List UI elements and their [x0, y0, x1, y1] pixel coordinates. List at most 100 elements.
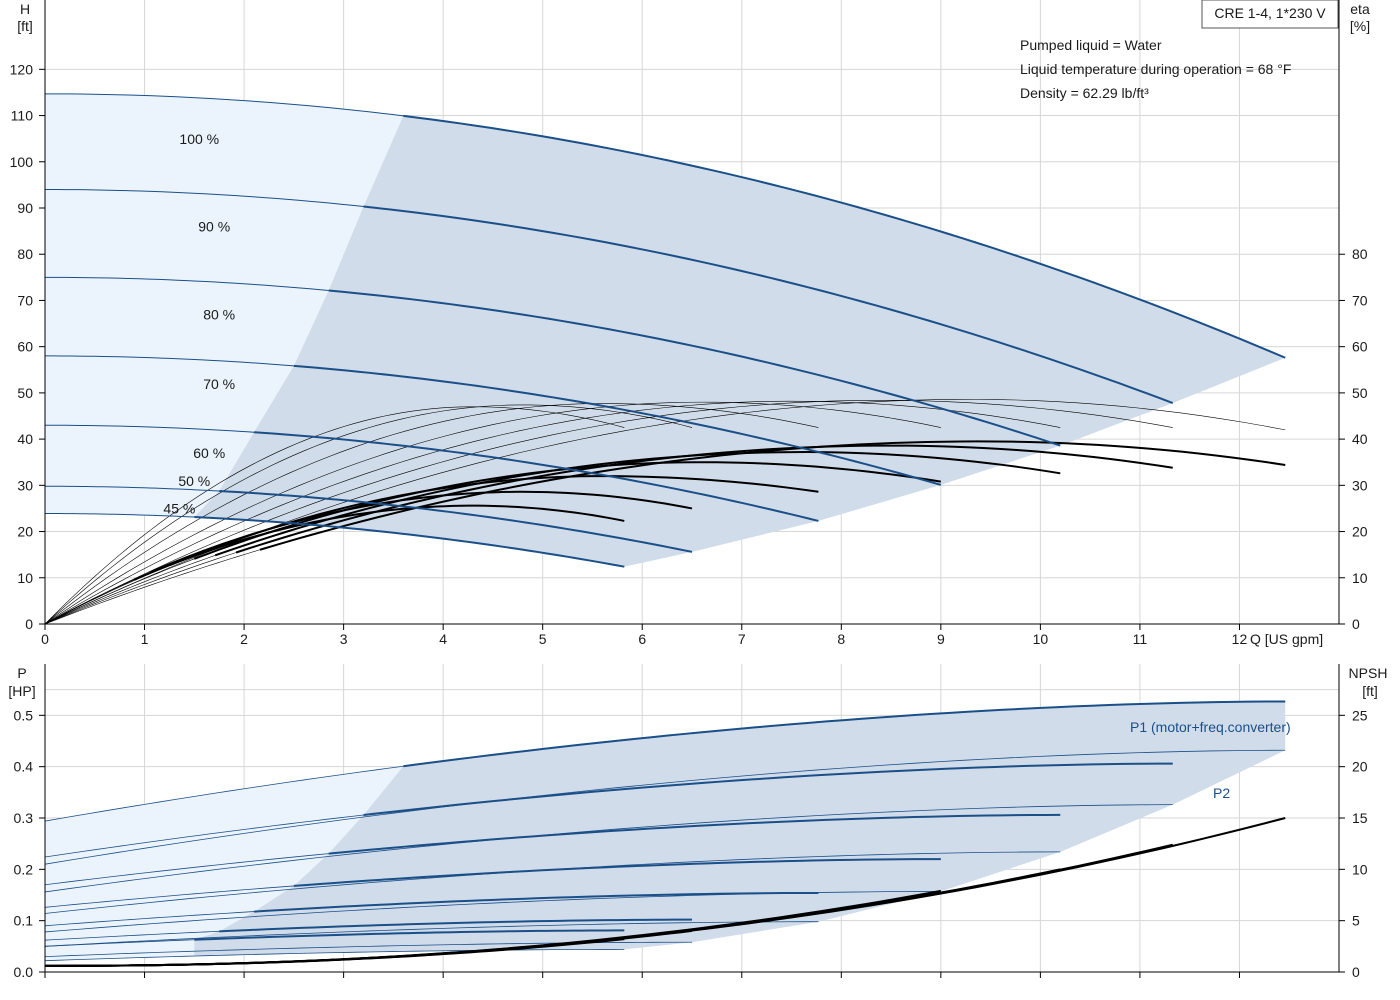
efficiency-curve: [259, 440, 1286, 551]
top-left-axis-unit: [ft]: [17, 18, 33, 34]
qh-curve: [363, 205, 1174, 404]
qh-curve: [219, 490, 693, 553]
efficiency-curve-thin: [44, 400, 1173, 625]
bottom-left-tick-label: 0.5: [14, 707, 34, 723]
top-right-tick-label: 10: [1352, 570, 1368, 586]
p1-curve-low-flow: [44, 911, 255, 927]
qh-curve: [403, 114, 1286, 359]
bottom-left-tick-label: 0.3: [14, 810, 34, 826]
top-right-tick-label: 80: [1352, 246, 1368, 262]
pump-label-box: [1201, 0, 1339, 29]
p1-curve: [253, 891, 819, 913]
top-axes: 0102030405060708090100110120010203040506…: [10, 0, 1368, 647]
bottom-light-area: [45, 766, 404, 961]
p1-curve: [328, 813, 1061, 855]
p1-curve-low-flow: [44, 885, 294, 908]
efficiency-curve-low: [44, 552, 237, 625]
bottom-operating-area: [45, 701, 1286, 961]
speed-label: 50 %: [178, 473, 210, 489]
bottom-left-tick-label: 0.2: [14, 861, 34, 877]
qh-curve: [328, 289, 1061, 447]
bottom-right-axis-unit: [ft]: [1362, 683, 1378, 699]
efficiency-curve-low: [44, 558, 195, 625]
bottom-right-tick-label: 5: [1352, 913, 1360, 929]
p2-curve: [44, 921, 819, 947]
top-left-axis-label: H: [20, 1, 30, 17]
condition-liquid: Pumped liquid = Water: [1020, 37, 1162, 53]
p1-curve: [403, 700, 1286, 768]
qh-curve: [293, 364, 942, 486]
x-tick-label: 1: [141, 631, 149, 647]
top-operating-area: [45, 93, 1286, 567]
top-left-tick-label: 100: [10, 154, 34, 170]
bottom-left-axis-label: P: [17, 665, 26, 681]
top-left-tick-label: 90: [17, 200, 33, 216]
x-tick-label: 0: [41, 631, 49, 647]
efficiency-curve-low: [44, 549, 261, 625]
p2-curve: [44, 749, 1286, 865]
bottom-right-tick-label: 0: [1352, 964, 1360, 980]
top-left-tick-label: 40: [17, 431, 33, 447]
efficiency-curve: [149, 490, 693, 574]
speed-label: 100 %: [179, 131, 219, 147]
p1-curve-low-flow: [44, 814, 364, 858]
top-left-tick-label: 10: [17, 570, 33, 586]
bottom-left-tick-label: 0.0: [14, 964, 34, 980]
x-axis-label: Q [US gpm]: [1250, 631, 1323, 647]
qh-curve-low-flow: [44, 355, 294, 367]
top-right-axis-label: eta: [1350, 1, 1370, 17]
efficiency-curve: [134, 504, 625, 581]
qh-curve-low-flow: [44, 276, 329, 291]
efficiency-curve: [214, 451, 1061, 557]
efficiency-curve-thin: [44, 401, 941, 625]
top-left-tick-label: 0: [25, 616, 33, 632]
npsh-curve: [45, 938, 625, 967]
qh-curve: [253, 431, 819, 522]
x-tick-label: 2: [240, 631, 248, 647]
condition-density: Density = 62.29 lb/ft³: [1020, 85, 1149, 101]
pump-label: CRE 1-4, 1*230 V: [1214, 5, 1326, 21]
top-right-tick-label: 20: [1352, 524, 1368, 540]
speed-label: 80 %: [203, 307, 235, 323]
p2-curve: [44, 804, 1173, 893]
efficiency-curve-thin: [44, 400, 1061, 625]
top-right-tick-label: 60: [1352, 339, 1368, 355]
bottom-curves: [44, 700, 1286, 967]
p1-curve-low-flow: [44, 765, 404, 822]
x-tick-label: 10: [1033, 631, 1049, 647]
top-right-tick-label: 40: [1352, 431, 1368, 447]
efficiency-curve-low: [44, 579, 135, 625]
top-right-tick-label: 50: [1352, 385, 1368, 401]
efficiency-curve-low: [44, 555, 216, 625]
qh-curve-low-flow: [44, 424, 255, 433]
x-tick-label: 11: [1133, 631, 1148, 647]
bottom-axes: 0.0 0.1 0.2 0.3 0.4 0.5 0 5 10 15 20 25: [14, 664, 1368, 980]
efficiency-curve-thin: [44, 404, 693, 625]
p1-curve: [293, 858, 941, 887]
x-tick-label: 7: [738, 631, 746, 647]
p2-curve: [44, 949, 625, 962]
qh-curve-low-flow: [45, 513, 195, 518]
top-curves: 100 % 90 % 80 % 70 % 60 % 50 % 45 %: [44, 93, 1286, 625]
p2-series-label: P2: [1213, 785, 1230, 801]
x-tick-label: 6: [638, 631, 646, 647]
speed-label: 45 %: [163, 501, 195, 517]
x-tick-label: 9: [937, 631, 945, 647]
speed-label: 70 %: [203, 376, 235, 392]
qh-curve: [194, 516, 625, 568]
x-tick-label: 8: [837, 631, 845, 647]
top-right-axis-unit: [%]: [1350, 18, 1370, 34]
qh-curve-low-flow: [45, 485, 220, 492]
top-left-tick-label: 70: [17, 292, 33, 308]
p1-curve: [194, 929, 625, 941]
top-left-tick-label: 110: [11, 108, 34, 124]
x-tick-label: 3: [340, 631, 348, 647]
bottom-right-tick-label: 15: [1352, 810, 1368, 826]
condition-temperature: Liquid temperature during operation = 68…: [1020, 61, 1291, 77]
top-left-tick-label: 80: [17, 246, 33, 262]
speed-label: 60 %: [193, 445, 225, 461]
qh-curve-low-flow: [44, 189, 364, 208]
bottom-left-tick-label: 0.1: [14, 913, 34, 929]
top-left-tick-label: 50: [17, 385, 33, 401]
